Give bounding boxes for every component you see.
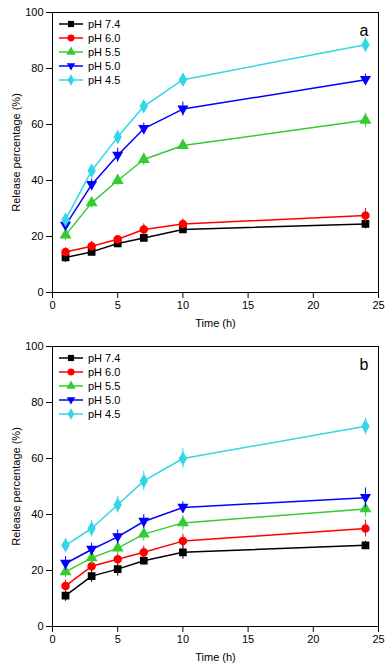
svg-text:5: 5: [115, 633, 121, 645]
svg-text:60: 60: [31, 452, 43, 464]
svg-text:20: 20: [307, 299, 319, 311]
svg-text:40: 40: [31, 508, 43, 520]
svg-text:100: 100: [25, 6, 43, 18]
svg-text:20: 20: [307, 633, 319, 645]
html-text:pH 5.5: pH 5.5: [88, 380, 121, 392]
html-text:pH 6.0: pH 6.0: [88, 32, 121, 44]
svg-text:10: 10: [177, 633, 189, 645]
svg-text:b: b: [360, 356, 369, 373]
html-text:pH 5.5: pH 5.5: [88, 46, 121, 58]
svg-text:Release percentage (%): Release percentage (%): [10, 93, 22, 212]
svg-text:0: 0: [37, 286, 43, 298]
html-text:pH 6.0: pH 6.0: [88, 366, 121, 378]
html-text:pH 7.4: pH 7.4: [88, 18, 121, 30]
svg-text:0: 0: [49, 299, 55, 311]
svg-text:Time (h): Time (h): [195, 651, 236, 663]
html-text:pH 5.0: pH 5.0: [88, 60, 121, 72]
svg-text:80: 80: [31, 62, 43, 74]
svg-text:0: 0: [49, 633, 55, 645]
svg-text:25: 25: [372, 633, 384, 645]
svg-text:40: 40: [31, 174, 43, 186]
svg-text:60: 60: [31, 118, 43, 130]
svg-text:25: 25: [372, 299, 384, 311]
svg-text:a: a: [360, 22, 369, 39]
svg-text:100: 100: [25, 340, 43, 352]
svg-text:20: 20: [31, 564, 43, 576]
html-text:pH 5.0: pH 5.0: [88, 394, 121, 406]
svg-text:Release percentage (%): Release percentage (%): [10, 427, 22, 546]
html-text:pH 4.5: pH 4.5: [88, 74, 121, 86]
html-text:pH 4.5: pH 4.5: [88, 408, 121, 420]
svg-text:Time (h): Time (h): [195, 317, 236, 329]
svg-text:15: 15: [242, 299, 254, 311]
svg-text:80: 80: [31, 396, 43, 408]
svg-text:0: 0: [37, 620, 43, 632]
html-text:pH 7.4: pH 7.4: [88, 352, 121, 364]
svg-text:15: 15: [242, 633, 254, 645]
svg-text:20: 20: [31, 230, 43, 242]
svg-text:10: 10: [177, 299, 189, 311]
svg-text:5: 5: [115, 299, 121, 311]
